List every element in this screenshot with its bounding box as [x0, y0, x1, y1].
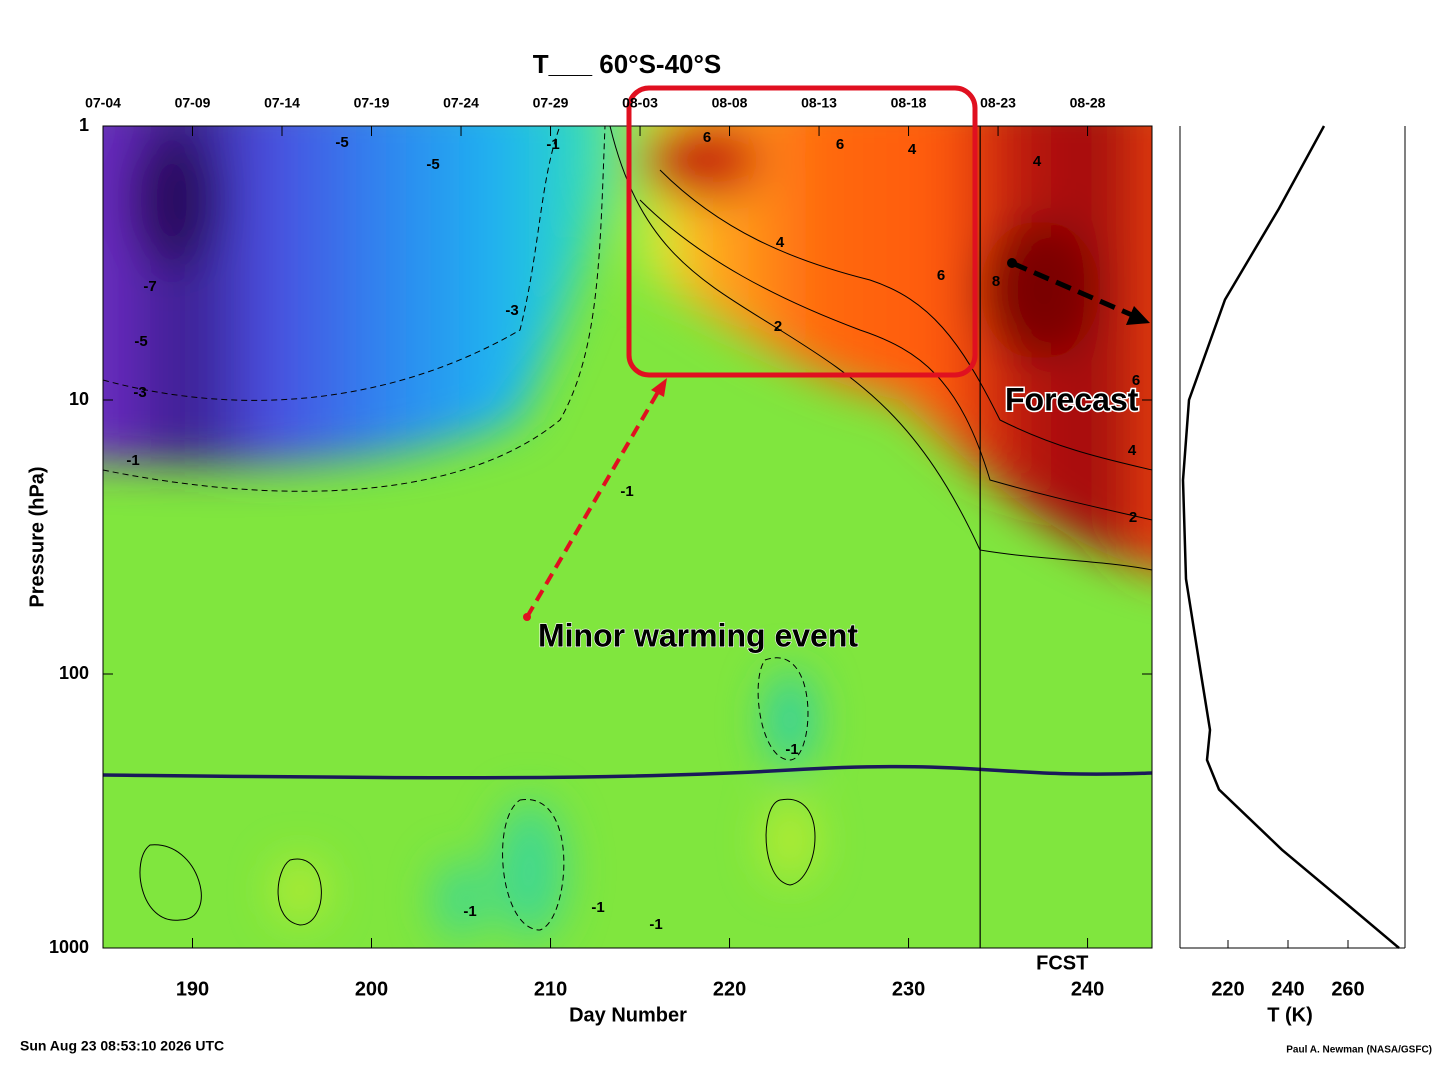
arrow-head — [651, 378, 667, 397]
contour-label: -1 — [591, 899, 604, 916]
annotation: Forecast — [1005, 381, 1139, 417]
contour-label: 2 — [774, 318, 782, 335]
profile-line — [1181, 125, 1400, 949]
contour-label: -3 — [133, 384, 146, 401]
x-tick-label: 240 — [1071, 978, 1104, 1000]
timestamp: Sun Aug 23 08:53:10 2026 UTC — [20, 1038, 224, 1054]
top-tick-label: 08-18 — [891, 95, 927, 111]
arrow-head — [1126, 306, 1150, 325]
top-tick-label: 08-13 — [801, 95, 837, 111]
contour-label: -7 — [143, 278, 156, 295]
highlight-box — [626, 85, 978, 378]
x-axis-label: Day Number — [569, 1004, 687, 1026]
contour-label: -1 — [649, 916, 662, 933]
contour-label: 4 — [1128, 442, 1137, 459]
top-tick-label: 08-28 — [1070, 95, 1106, 111]
arrow — [525, 390, 660, 619]
contour-label: 6 — [1132, 372, 1140, 389]
top-tick-label: 08-23 — [980, 95, 1016, 111]
x-tick-label: 220 — [1211, 978, 1244, 1000]
contour-label: 2 — [1129, 509, 1137, 526]
x-axis-label: T (K) — [1267, 1004, 1313, 1026]
credit: Paul A. Newman (NASA/GSFC) — [1286, 1045, 1432, 1056]
x-tick-label: 200 — [355, 978, 388, 1000]
contour-label: 6 — [703, 129, 711, 146]
contour-label: -5 — [335, 134, 348, 151]
contour-label: 6 — [937, 267, 945, 284]
x-tick-label: 190 — [176, 978, 209, 1000]
top-tick-label: 07-14 — [264, 95, 300, 111]
arrow-tail — [523, 613, 531, 621]
top-tick-label: 07-19 — [354, 95, 390, 111]
top-tick-label: 07-29 — [533, 95, 569, 111]
top-tick-label: 08-03 — [622, 95, 658, 111]
contour-label: -1 — [785, 741, 798, 758]
x-tick-label: 240 — [1271, 978, 1304, 1000]
y-tick-label: 1 — [79, 115, 89, 135]
arrow-tail — [1007, 258, 1017, 268]
top-tick-label: 07-24 — [443, 95, 479, 111]
contour-label: -1 — [126, 452, 139, 469]
contour-label: 4 — [908, 141, 917, 158]
arrow — [1011, 260, 1133, 318]
contour-label: 4 — [1033, 153, 1042, 170]
x-tick-label: 260 — [1331, 978, 1364, 1000]
y-axis-label: Pressure (hPa) — [26, 466, 48, 607]
x-tick-label: 220 — [713, 978, 746, 1000]
annotation: Minor warming event — [538, 617, 858, 653]
top-tick-label: 08-08 — [712, 95, 748, 111]
contour-label: 8 — [992, 273, 1000, 290]
contour-label: -1 — [463, 903, 476, 920]
contour-label: -1 — [620, 483, 633, 500]
contour-label: -5 — [426, 156, 439, 173]
y-tick-label: 100 — [59, 663, 89, 683]
top-tick-label: 07-04 — [85, 95, 121, 111]
y-tick-label: 10 — [69, 389, 89, 409]
top-tick-label: 07-09 — [175, 95, 211, 111]
x-tick-label: 210 — [534, 978, 567, 1000]
contour-label: -5 — [134, 333, 147, 350]
annotation: FCST — [1036, 952, 1088, 974]
contour-label: 6 — [836, 136, 844, 153]
contour-label: -3 — [505, 302, 518, 319]
chart-title: T___ 60°S-40°S — [533, 49, 721, 79]
y-tick-label: 1000 — [49, 937, 89, 957]
contour-label: -1 — [546, 136, 559, 153]
x-tick-label: 230 — [892, 978, 925, 1000]
contour-label: 4 — [776, 234, 785, 251]
